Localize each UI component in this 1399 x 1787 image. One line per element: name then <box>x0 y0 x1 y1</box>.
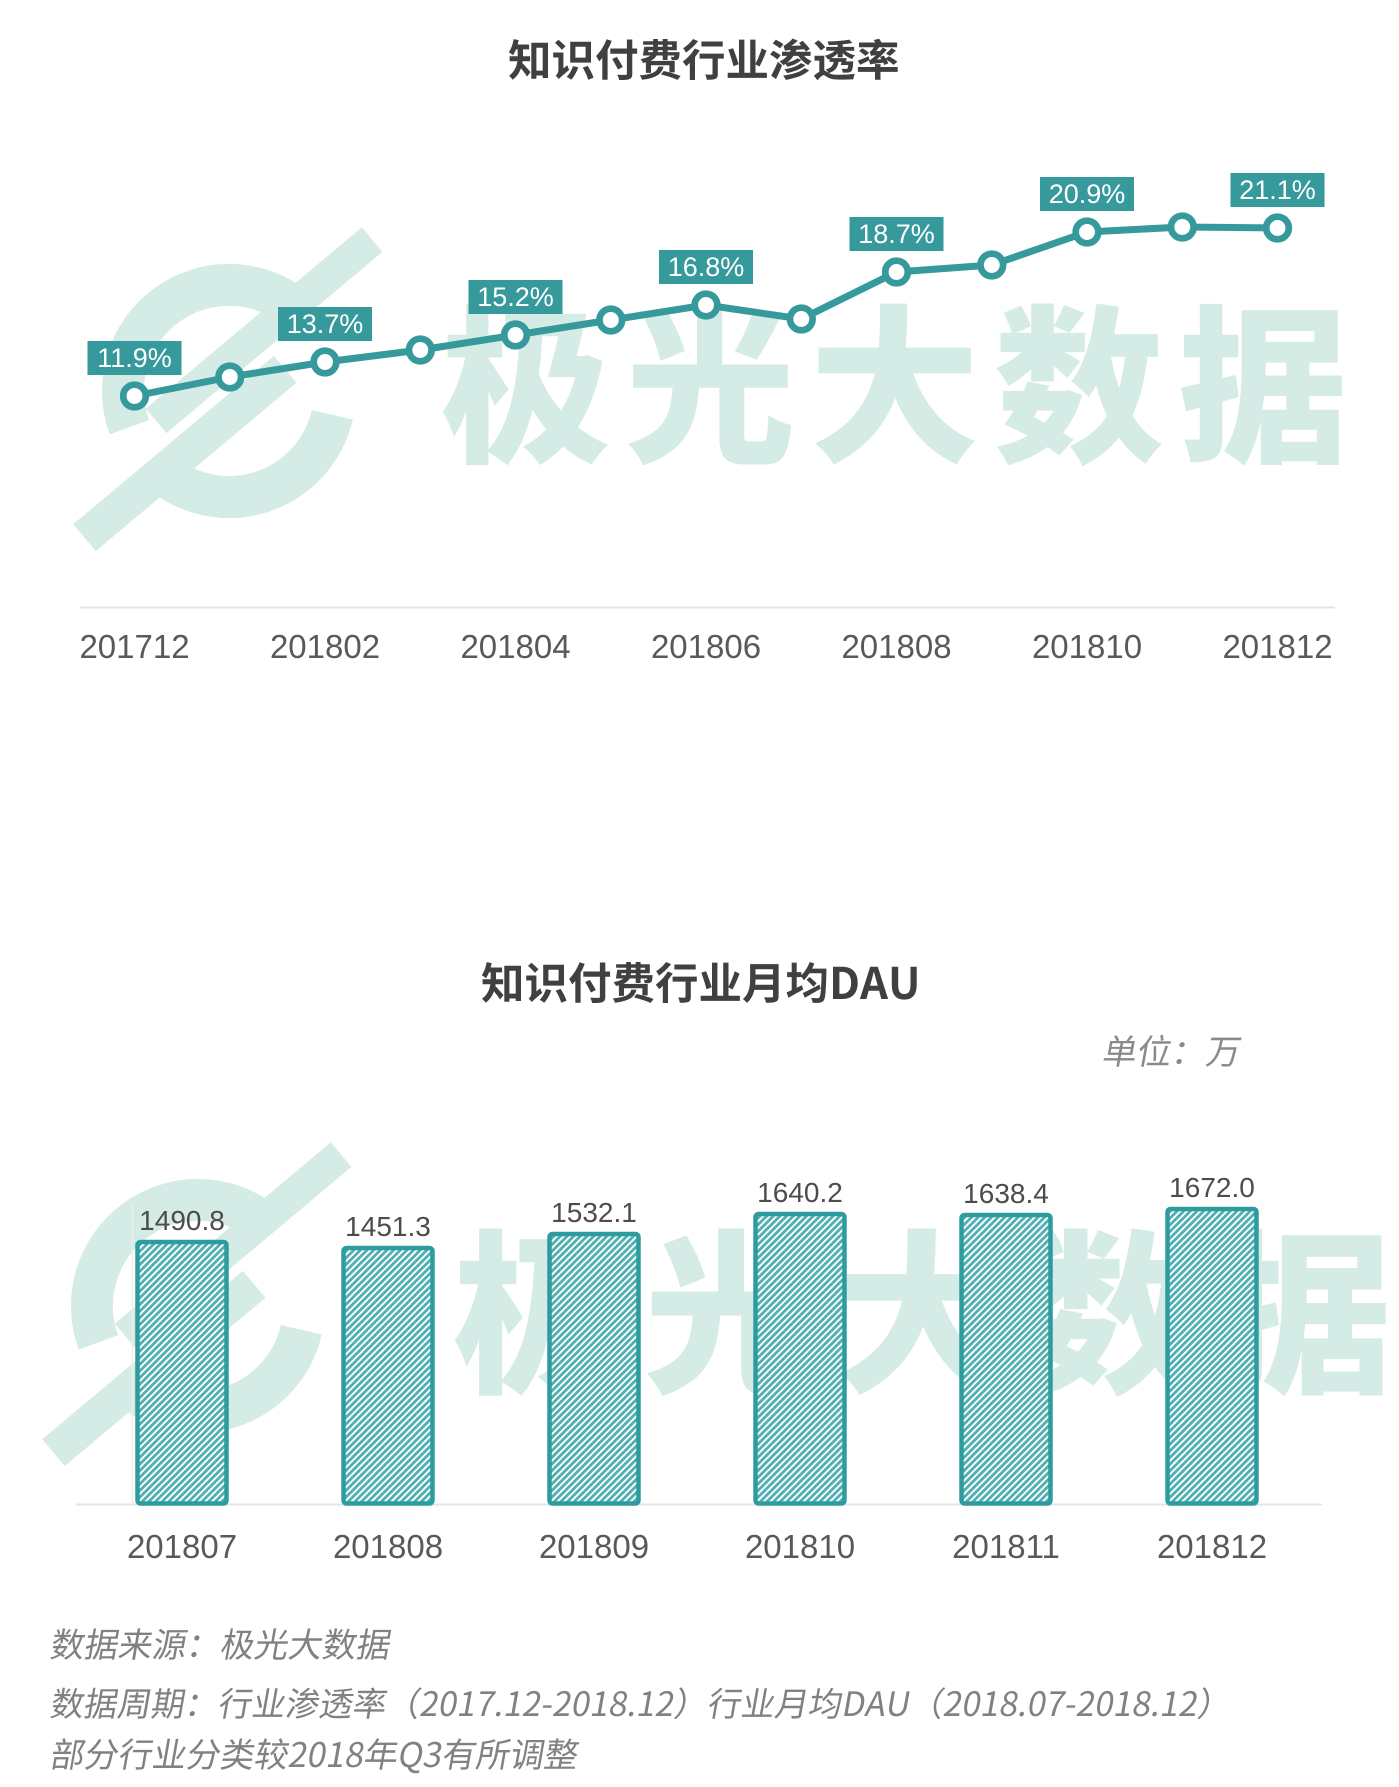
svg-text:201804: 201804 <box>460 628 570 665</box>
svg-text:201807: 201807 <box>127 1528 237 1565</box>
svg-text:201812: 201812 <box>1157 1528 1267 1565</box>
svg-text:18.7%: 18.7% <box>858 219 935 249</box>
svg-text:201802: 201802 <box>270 628 380 665</box>
svg-text:1640.2: 1640.2 <box>757 1177 843 1208</box>
svg-text:11.9%: 11.9% <box>97 343 172 373</box>
svg-text:16.8%: 16.8% <box>668 252 745 282</box>
svg-text:1532.1: 1532.1 <box>551 1197 637 1228</box>
svg-text:201809: 201809 <box>539 1528 649 1565</box>
svg-text:1638.4: 1638.4 <box>963 1178 1049 1209</box>
svg-text:1672.0: 1672.0 <box>1169 1172 1255 1203</box>
svg-text:15.2%: 15.2% <box>477 282 554 312</box>
svg-text:20.9%: 20.9% <box>1049 179 1126 209</box>
svg-text:201810: 201810 <box>1032 628 1142 665</box>
svg-text:201810: 201810 <box>745 1528 855 1565</box>
svg-text:1490.8: 1490.8 <box>139 1205 225 1236</box>
svg-text:201808: 201808 <box>333 1528 443 1565</box>
svg-text:201712: 201712 <box>79 628 189 665</box>
svg-text:201811: 201811 <box>952 1528 1060 1565</box>
svg-text:201806: 201806 <box>651 628 761 665</box>
svg-text:201808: 201808 <box>841 628 951 665</box>
svg-text:13.7%: 13.7% <box>287 309 364 339</box>
svg-text:1451.3: 1451.3 <box>345 1211 431 1242</box>
svg-text:21.1%: 21.1% <box>1239 175 1316 205</box>
svg-text:201812: 201812 <box>1222 628 1332 665</box>
